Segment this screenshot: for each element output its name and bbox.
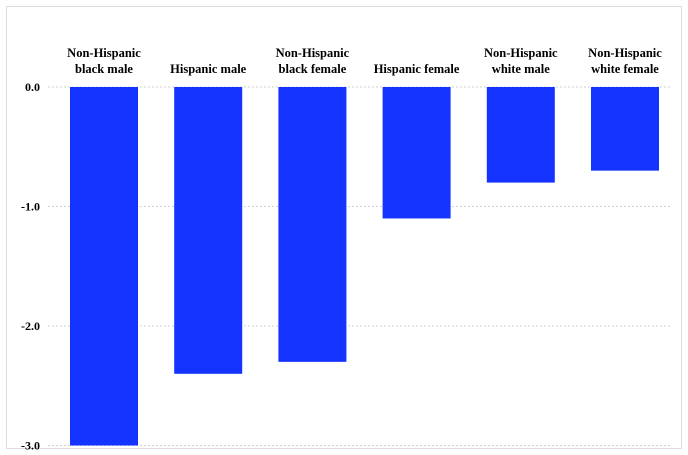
- bar: [591, 87, 659, 171]
- bars: [70, 87, 659, 446]
- y-axis-ticks: 0.0 -1.0 -2.0 -3.0: [21, 80, 40, 453]
- category-label: Hispanic male: [170, 62, 246, 76]
- bar: [486, 87, 555, 183]
- category-label: black male: [75, 62, 133, 76]
- y-tick-label: -2.0: [21, 319, 40, 333]
- gridlines: [48, 86, 672, 446]
- category-label: Non-Hispanic: [588, 46, 662, 60]
- category-labels: Non-Hispanic black male Hispanic male Non-H…: [67, 46, 662, 76]
- bar: [382, 87, 451, 219]
- category-label: Non-Hispanic: [67, 46, 141, 60]
- category-label: white female: [591, 62, 659, 76]
- bar: [174, 87, 243, 374]
- category-label: Non-Hispanic: [484, 46, 558, 60]
- bar: [70, 87, 138, 446]
- category-label: Hispanic female: [374, 62, 460, 76]
- bar: [278, 87, 347, 362]
- y-tick-label: -1.0: [21, 200, 40, 214]
- y-tick-label: 0.0: [25, 80, 40, 94]
- category-label: white male: [492, 62, 550, 76]
- category-label: black female: [279, 62, 347, 76]
- category-label: Non-Hispanic: [276, 46, 350, 60]
- y-tick-label: -3.0: [21, 439, 40, 453]
